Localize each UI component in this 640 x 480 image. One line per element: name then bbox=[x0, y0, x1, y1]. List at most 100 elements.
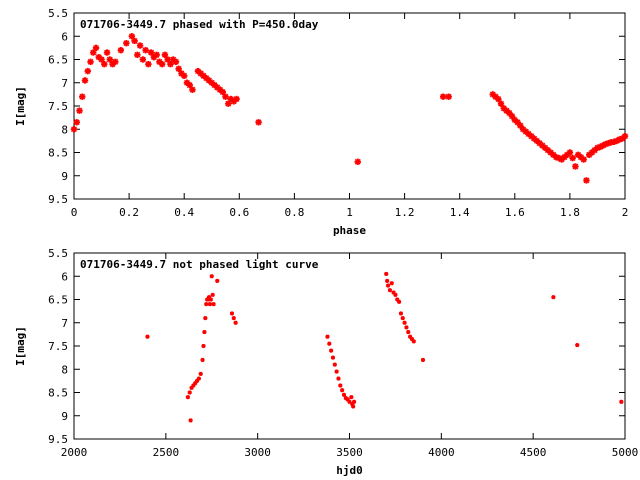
data-point bbox=[139, 56, 147, 63]
data-points bbox=[70, 33, 629, 184]
data-point bbox=[389, 281, 394, 286]
data-point bbox=[87, 58, 94, 66]
y-tick-label: 9.5 bbox=[48, 193, 68, 206]
data-point bbox=[386, 283, 391, 288]
data-point bbox=[79, 93, 86, 100]
data-point bbox=[164, 56, 171, 63]
data-point bbox=[439, 93, 447, 100]
x-tick-label: 1.4 bbox=[450, 206, 470, 219]
data-point bbox=[158, 60, 166, 68]
y-axis-label: I[mag] bbox=[14, 326, 27, 366]
y-tick-label: 8.5 bbox=[48, 387, 68, 400]
data-point bbox=[187, 390, 192, 395]
data-point bbox=[497, 100, 505, 107]
data-point bbox=[222, 93, 229, 100]
data-point bbox=[209, 274, 214, 279]
x-axis-ticks: 0 0.2 0.4 0.6 0.8 1 1.2 1.4 1.6 1.8 2 bbox=[71, 13, 629, 219]
y-tick-label: 8 bbox=[61, 363, 68, 376]
data-point bbox=[349, 395, 354, 400]
data-point bbox=[203, 316, 208, 321]
data-point bbox=[580, 156, 587, 163]
data-point bbox=[411, 339, 416, 344]
data-point bbox=[334, 369, 339, 374]
data-point bbox=[112, 58, 119, 66]
y-tick-label: 7.5 bbox=[48, 100, 68, 113]
data-point bbox=[325, 334, 330, 339]
data-point bbox=[551, 295, 556, 300]
data-point bbox=[406, 330, 411, 335]
data-point bbox=[327, 341, 332, 346]
data-point bbox=[233, 320, 238, 325]
x-tick-label: 4000 bbox=[428, 446, 455, 459]
y-axis-ticks: 5.5 6 6.5 7 7.5 8 8.5 9 9.5 bbox=[48, 7, 625, 206]
data-point bbox=[384, 271, 389, 276]
data-point bbox=[393, 292, 398, 297]
data-point bbox=[128, 33, 136, 40]
y-axis-label: I[mag] bbox=[14, 86, 27, 126]
data-point bbox=[76, 107, 83, 114]
data-point bbox=[186, 81, 193, 89]
y-tick-label: 6.5 bbox=[48, 294, 68, 307]
data-point bbox=[231, 316, 236, 321]
data-point bbox=[136, 42, 144, 49]
data-point bbox=[219, 88, 226, 96]
data-point bbox=[575, 343, 580, 348]
phased-light-curve-panel: 071706-3449.7 phased with P=450.0day pha… bbox=[14, 7, 628, 237]
data-point bbox=[347, 399, 352, 404]
data-point bbox=[92, 44, 100, 52]
y-tick-label: 6.5 bbox=[48, 54, 68, 67]
y-tick-label: 5.5 bbox=[48, 7, 68, 20]
data-point bbox=[621, 133, 629, 140]
x-tick-label: 1.8 bbox=[560, 206, 580, 219]
x-tick-label: 1.2 bbox=[395, 206, 415, 219]
data-point bbox=[354, 158, 361, 165]
y-tick-label: 7 bbox=[61, 77, 68, 90]
data-point bbox=[200, 357, 205, 362]
data-point bbox=[395, 297, 400, 302]
y-tick-label: 9 bbox=[61, 170, 68, 183]
data-points bbox=[145, 271, 624, 423]
data-point bbox=[202, 330, 207, 335]
data-point bbox=[398, 311, 403, 316]
data-point bbox=[70, 126, 78, 133]
x-tick-label: 2 bbox=[622, 206, 629, 219]
data-point bbox=[198, 371, 203, 376]
data-point bbox=[207, 302, 212, 307]
data-point bbox=[185, 395, 190, 400]
x-tick-label: 0.6 bbox=[229, 206, 249, 219]
data-point bbox=[397, 299, 402, 304]
data-point bbox=[336, 376, 341, 381]
data-point bbox=[90, 49, 97, 56]
data-point bbox=[208, 297, 213, 302]
data-point bbox=[188, 418, 193, 423]
data-point bbox=[351, 404, 356, 409]
data-point bbox=[340, 388, 345, 393]
x-tick-label: 0.4 bbox=[174, 206, 194, 219]
data-point bbox=[161, 51, 169, 59]
data-point bbox=[189, 86, 196, 93]
data-point bbox=[572, 163, 579, 170]
x-axis-ticks: 2000 2500 3000 3500 4000 4500 5000 bbox=[61, 253, 638, 459]
data-point bbox=[404, 325, 409, 330]
data-point bbox=[98, 56, 105, 63]
data-point bbox=[330, 355, 336, 360]
y-tick-label: 9.5 bbox=[48, 433, 68, 446]
data-point bbox=[84, 67, 91, 75]
data-point bbox=[145, 334, 150, 339]
x-tick-label: 3500 bbox=[336, 446, 363, 459]
x-axis-label: hjd0 bbox=[336, 464, 363, 477]
data-point bbox=[153, 51, 160, 59]
data-point bbox=[103, 49, 111, 56]
data-point bbox=[210, 292, 215, 297]
y-tick-label: 8 bbox=[61, 123, 68, 136]
data-point bbox=[134, 51, 141, 59]
data-point bbox=[332, 362, 337, 367]
data-point bbox=[352, 399, 357, 404]
y-tick-label: 6 bbox=[61, 30, 68, 43]
data-point bbox=[123, 40, 130, 47]
data-point bbox=[117, 47, 125, 54]
data-point bbox=[569, 154, 576, 162]
data-point bbox=[196, 376, 201, 381]
data-point bbox=[420, 357, 425, 362]
